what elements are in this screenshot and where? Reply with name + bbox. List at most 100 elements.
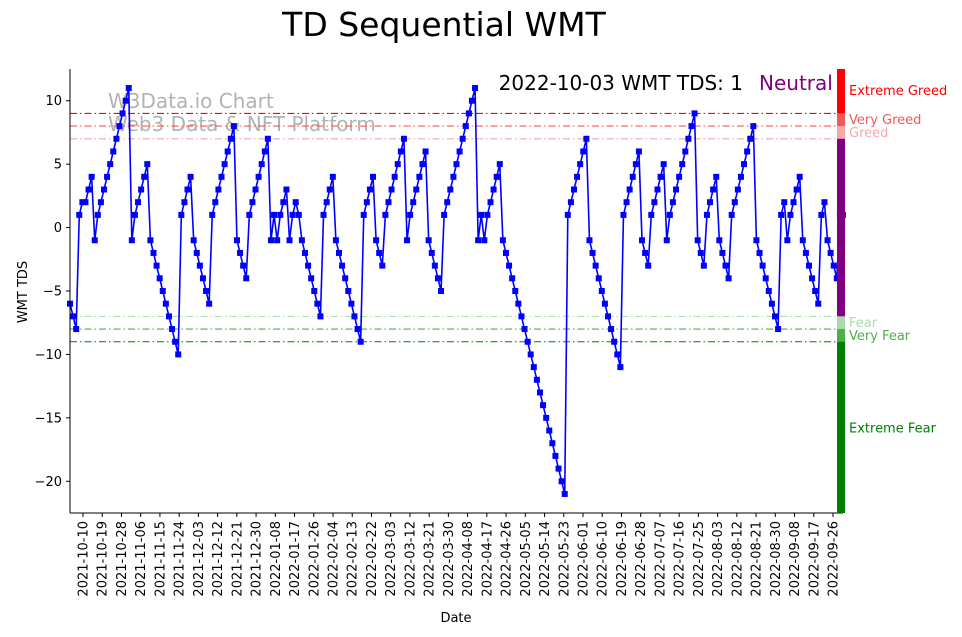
- x-tick-label: 2022-09-26: [827, 521, 842, 597]
- data-point: [734, 186, 741, 193]
- data-point: [459, 135, 466, 142]
- data-point: [425, 237, 432, 244]
- x-tick-label: 2021-10-28: [115, 521, 130, 597]
- data-point: [397, 148, 404, 155]
- data-point: [119, 110, 126, 117]
- data-point: [527, 351, 534, 358]
- x-tick-label: 2021-11-24: [173, 521, 188, 597]
- data-point: [830, 262, 837, 269]
- data-point: [267, 237, 274, 244]
- data-point: [212, 199, 219, 206]
- data-point: [336, 249, 342, 256]
- data-point: [258, 161, 265, 168]
- data-point: [317, 313, 324, 320]
- x-tick-label: 2022-04-26: [500, 521, 515, 597]
- data-point: [543, 414, 550, 421]
- x-tick-label: 2021-12-30: [250, 521, 265, 597]
- data-point: [608, 326, 615, 333]
- data-point: [246, 211, 253, 218]
- y-tick-label: 0: [54, 221, 62, 236]
- data-point: [131, 211, 138, 218]
- data-point: [342, 275, 349, 282]
- data-point: [450, 173, 457, 180]
- data-point: [694, 237, 701, 244]
- data-point: [255, 173, 262, 180]
- data-point: [703, 211, 710, 218]
- data-point: [382, 211, 389, 218]
- data-point: [685, 135, 692, 142]
- data-point: [536, 389, 543, 396]
- data-point: [184, 186, 191, 193]
- sidebar-zone-6: [837, 341, 845, 513]
- data-point: [515, 300, 522, 307]
- data-point: [601, 300, 608, 307]
- data-point: [301, 249, 308, 256]
- x-tick-label: 2022-05-05: [519, 521, 534, 597]
- data-point: [558, 478, 565, 485]
- data-point: [567, 199, 574, 206]
- data-point: [784, 237, 791, 244]
- watermark: W3Data.io Chart Web3 Data & NFT Platform: [108, 89, 376, 136]
- data-point: [428, 249, 435, 256]
- data-point: [571, 186, 577, 193]
- data-point: [707, 199, 714, 206]
- data-point: [165, 313, 172, 320]
- data-point: [524, 338, 531, 345]
- axes: 10 5 0 −5 −10 −15 −20 2021-10-10 2021-10-19 2021-…: [35, 69, 843, 597]
- data-point: [206, 300, 213, 307]
- data-point: [73, 326, 80, 333]
- x-tick-label: 2022-02-13: [346, 521, 361, 597]
- data-point: [626, 186, 633, 193]
- data-point: [648, 211, 655, 218]
- x-tick-label: 2022-02-04: [327, 521, 342, 597]
- data-point: [153, 262, 160, 269]
- data-point: [199, 275, 206, 282]
- data-point: [277, 211, 284, 218]
- data-point: [605, 313, 612, 320]
- data-point: [472, 85, 479, 92]
- data-point: [366, 186, 373, 193]
- data-point: [669, 199, 676, 206]
- data-point: [187, 173, 194, 180]
- data-point: [496, 161, 503, 168]
- data-point: [360, 211, 367, 218]
- data-point: [549, 440, 556, 447]
- x-tick-label: 2021-11-15: [153, 521, 168, 597]
- x-tick-label: 2021-12-12: [211, 521, 226, 597]
- data-point: [475, 237, 482, 244]
- chart-title: TD Sequential WMT: [281, 5, 606, 44]
- watermark-line-2: Web3 Data & NFT Platform: [108, 112, 376, 136]
- data-point: [499, 237, 506, 244]
- data-point: [400, 135, 407, 142]
- data-point: [320, 211, 327, 218]
- x-tick-label: 2021-10-19: [96, 521, 111, 597]
- data-point: [533, 376, 540, 383]
- data-point: [586, 237, 593, 244]
- data-point: [719, 249, 726, 256]
- data-point: [438, 288, 445, 294]
- data-point: [237, 249, 244, 256]
- data-point: [339, 262, 346, 269]
- data-point: [88, 173, 95, 180]
- data-point: [274, 237, 281, 244]
- data-point: [363, 199, 370, 206]
- x-tick-label: 2022-01-17: [288, 521, 303, 597]
- data-point: [404, 237, 411, 244]
- data-point: [493, 173, 500, 180]
- sidebar-label-4: Fear: [849, 316, 878, 331]
- data-point: [555, 465, 562, 472]
- data-point: [502, 249, 509, 256]
- data-point: [750, 123, 757, 130]
- sidebar-label-1: Very Greed: [849, 113, 921, 128]
- watermark-line-1: W3Data.io Chart: [108, 89, 274, 113]
- data-point: [731, 199, 738, 206]
- data-point: [824, 237, 831, 244]
- data-point: [422, 148, 429, 155]
- data-point: [787, 211, 794, 218]
- sidebar-label-6: Extreme Fear: [849, 422, 937, 437]
- data-point: [657, 173, 664, 180]
- data-point: [462, 123, 469, 130]
- data-point: [679, 161, 686, 168]
- y-tick-label: 10: [45, 94, 62, 109]
- data-point: [329, 173, 336, 180]
